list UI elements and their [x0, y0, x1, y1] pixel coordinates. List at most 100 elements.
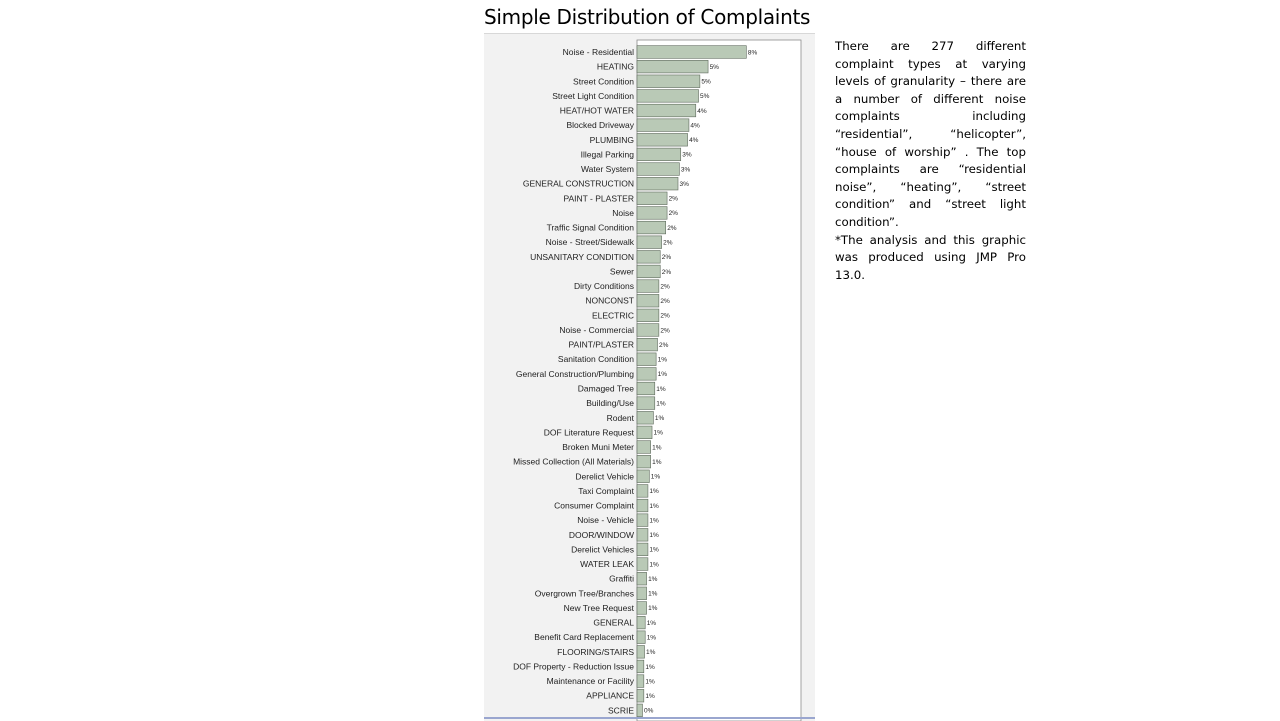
chart-panel: Noise - Residential 8% HEATING 5% Street Con… — [484, 33, 815, 721]
data-label: 1% — [649, 561, 659, 568]
category-label: Broken Muni Meter — [562, 442, 634, 452]
category-label: UNSANITARY CONDITION — [530, 252, 634, 262]
data-label: 4% — [690, 122, 700, 129]
note-paragraph-tool-credit: *The analysis and this graphic was produ… — [835, 232, 1026, 282]
category-label: Graffiti — [609, 574, 634, 584]
data-label: 2% — [660, 283, 670, 290]
bar-15 — [636, 264, 661, 279]
bar-18 — [636, 308, 660, 322]
data-label: 5% — [701, 79, 711, 86]
data-label: 3% — [682, 152, 692, 159]
bar-42 — [636, 659, 645, 674]
category-label: DOF Literature Request — [544, 427, 635, 437]
bar-5 — [636, 118, 690, 132]
category-label: Traffic Signal Condition — [547, 223, 635, 233]
category-label: Sanitation Condition — [558, 354, 634, 364]
category-label: PAINT/PLASTER — [569, 340, 635, 350]
complaints-bar-chart: Noise - Residential 8% HEATING 5% Street Con… — [513, 39, 802, 721]
data-label: 1% — [649, 488, 659, 495]
data-label: 2% — [660, 327, 670, 334]
data-label: 5% — [710, 64, 720, 71]
category-label: HEAT/HOT WATER — [560, 106, 634, 116]
data-label: 1% — [656, 386, 666, 393]
data-label: 2% — [669, 210, 679, 217]
category-label: FLOORING/STAIRS — [557, 647, 634, 657]
bar-35 — [636, 557, 649, 571]
data-label: 1% — [654, 430, 664, 437]
bar-7 — [636, 147, 682, 162]
category-label: Overgrown Tree/Branches — [535, 588, 634, 598]
bar-41 — [636, 645, 645, 659]
data-label: 2% — [662, 269, 672, 276]
category-label: Water System — [581, 164, 634, 174]
data-label: 2% — [669, 196, 679, 203]
data-label: 1% — [645, 664, 655, 671]
bar-13 — [636, 235, 662, 249]
bar-9 — [636, 177, 679, 191]
data-label: 1% — [649, 517, 659, 524]
bar-3 — [636, 89, 699, 103]
bar-45 — [636, 703, 643, 717]
category-label: New Tree Request — [564, 603, 635, 613]
data-label: 1% — [658, 371, 668, 378]
category-label: Noise — [612, 208, 634, 218]
data-label: 0% — [644, 708, 654, 715]
data-label: 2% — [663, 239, 673, 246]
bar-33 — [636, 528, 649, 542]
bar-1 — [636, 60, 709, 74]
data-label: 1% — [649, 547, 659, 554]
bar-31 — [636, 498, 649, 513]
category-label: NONCONST — [585, 296, 634, 306]
data-label: 1% — [647, 635, 657, 642]
data-label: 1% — [648, 591, 658, 598]
category-label: Blocked Driveway — [566, 120, 634, 130]
data-label: 1% — [645, 693, 655, 700]
data-label: 4% — [697, 108, 707, 115]
data-label: 1% — [655, 415, 665, 422]
bar-2 — [636, 74, 701, 88]
bar-26 — [636, 425, 653, 439]
category-label: PLUMBING — [590, 135, 634, 145]
category-label: Sewer — [610, 266, 634, 276]
bar-4 — [636, 103, 697, 118]
note-textbox: There are 277 different complaint types … — [835, 38, 1026, 284]
category-label: HEATING — [597, 62, 634, 72]
data-label: 3% — [681, 166, 691, 173]
category-label: Noise - Residential — [563, 47, 634, 57]
chart-bottom-border — [484, 717, 815, 719]
bar-22 — [636, 367, 657, 381]
category-label: Street Light Condition — [552, 91, 634, 101]
category-label: Noise - Street/Sidewalk — [546, 237, 635, 247]
category-label: APPLIANCE — [586, 691, 634, 701]
data-label: 1% — [646, 649, 656, 656]
bar-6 — [636, 133, 688, 147]
category-label: General Construction/Plumbing — [516, 369, 634, 379]
bar-43 — [636, 674, 645, 688]
data-label: 8% — [748, 49, 758, 56]
data-label: 1% — [648, 576, 658, 583]
data-label: 1% — [645, 678, 655, 685]
bar-27 — [636, 440, 651, 454]
bar-20 — [636, 337, 658, 352]
bar-10 — [636, 191, 668, 205]
bar-28 — [636, 455, 651, 469]
bar-23 — [636, 381, 656, 396]
bar-8 — [636, 162, 680, 176]
bar-34 — [636, 542, 649, 557]
category-label: Noise - Vehicle — [577, 515, 634, 525]
category-label: GENERAL — [593, 618, 634, 628]
category-label: Taxi Complaint — [578, 486, 634, 496]
bar-39 — [636, 615, 646, 630]
bar-44 — [636, 689, 645, 703]
bar-32 — [636, 513, 649, 527]
data-label: 2% — [667, 225, 677, 232]
category-label: Illegal Parking — [581, 149, 635, 159]
category-label: ELECTRIC — [592, 310, 634, 320]
data-label: 5% — [700, 93, 710, 100]
data-label: 2% — [660, 313, 670, 320]
bar-19 — [636, 323, 660, 337]
data-label: 2% — [660, 298, 670, 305]
data-label: 1% — [647, 620, 657, 627]
bar-40 — [636, 630, 646, 644]
category-label: Noise - Commercial — [559, 325, 634, 335]
